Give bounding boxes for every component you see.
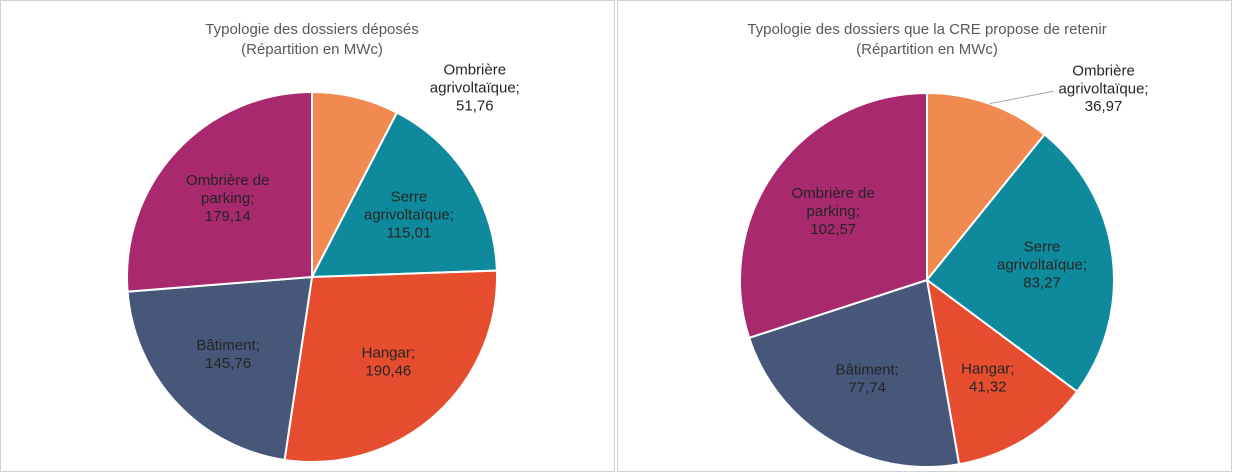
label-line: Bâtiment; xyxy=(196,337,259,354)
pie-slice xyxy=(925,277,1079,466)
label-line: Bâtiment; xyxy=(835,361,898,378)
data-label-value: 115,01 xyxy=(387,225,432,242)
pie-slice xyxy=(126,90,313,293)
pie-slice xyxy=(747,278,961,468)
label-line: agrivoltaïque; xyxy=(430,79,520,96)
chart-subtitle: (Répartition en MWc) xyxy=(856,41,998,58)
data-label-value: 83,27 xyxy=(1023,274,1061,291)
label-line: agrivoltaïque; xyxy=(997,256,1087,273)
data-label-value: 41,32 xyxy=(969,379,1007,396)
label-line: parking; xyxy=(201,190,254,207)
label-line: Serre xyxy=(391,189,428,206)
chart-title: Typologie des dossiers déposés xyxy=(205,21,418,38)
data-label-category: Ombrière de parking; xyxy=(792,185,875,220)
data-label-value: 77,74 xyxy=(848,379,886,396)
data-label-category: Serre agrivoltaïque; xyxy=(364,189,454,224)
data-label-value: 145,76 xyxy=(205,355,251,372)
label-line: parking; xyxy=(807,203,860,220)
data-label-category: Bâtiment; xyxy=(196,337,259,354)
pie-slice xyxy=(310,111,498,279)
label-line: Ombrière xyxy=(444,61,507,78)
label-line: Hangar; xyxy=(961,361,1014,378)
data-label-value: 179,14 xyxy=(205,208,251,225)
label-line: Hangar; xyxy=(362,345,415,362)
data-label-category: Bâtiment; xyxy=(835,361,898,378)
label-line: Serre xyxy=(1024,238,1061,255)
pie-slice xyxy=(126,275,314,462)
data-label-value: 190,46 xyxy=(365,363,411,380)
data-label-value: 102,57 xyxy=(810,221,856,238)
label-line: Ombrière xyxy=(1072,62,1135,79)
pie-slice xyxy=(283,269,498,463)
data-label-category: Ombrière agrivoltaïque; xyxy=(1059,62,1149,97)
label-line: Ombrière de xyxy=(792,185,875,202)
data-label-category: Serre agrivoltaïque; xyxy=(997,238,1087,273)
pie-slice xyxy=(739,91,928,340)
leader-line xyxy=(989,90,1054,105)
label-line: agrivoltaïque; xyxy=(1059,80,1149,97)
data-label-category: Ombrière agrivoltaïque; xyxy=(430,61,520,96)
label-line: Ombrière de xyxy=(186,172,269,189)
label-line: agrivoltaïque; xyxy=(364,207,454,224)
chart-subtitle: (Répartition en MWc) xyxy=(241,41,383,58)
data-label-category: Ombrière de parking; xyxy=(186,172,269,207)
pie-slice xyxy=(925,133,1115,393)
data-label-category: Hangar; xyxy=(362,345,415,362)
data-label-value: 51,76 xyxy=(456,97,494,114)
data-label-value: 36,97 xyxy=(1085,98,1123,115)
data-label-category: Hangar; xyxy=(961,361,1014,378)
chart-title: Typologie des dossiers que la CRE propos… xyxy=(747,21,1106,38)
